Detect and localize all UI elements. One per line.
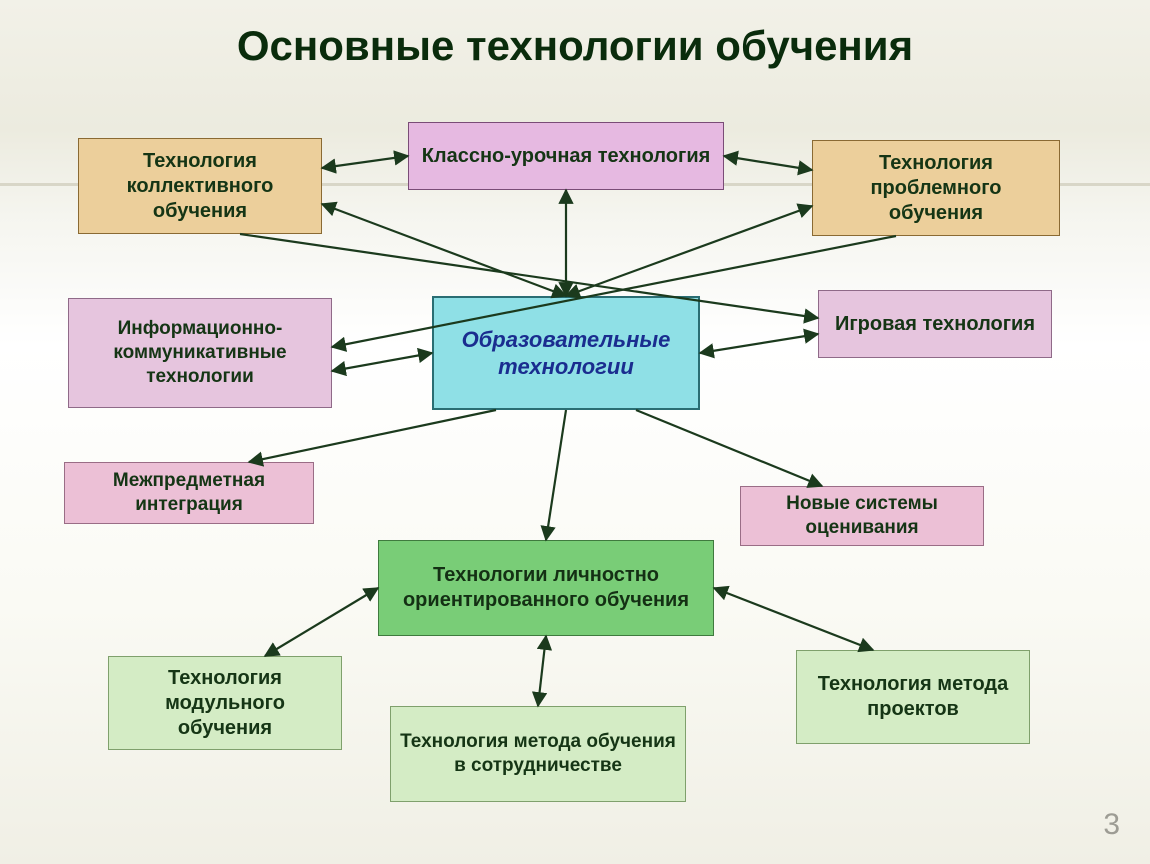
node-gb: Технология метода обучения в сотрудничес… [390, 706, 686, 802]
node-tr: Технология проблемного обучения [812, 140, 1060, 236]
node-center: Образовательные технологии [432, 296, 700, 410]
page-title: Основные технологии обучения [0, 22, 1150, 70]
edge-center-tr [566, 206, 812, 296]
edge-green_center-gl [265, 588, 378, 656]
edge-center-tl [322, 204, 566, 296]
edge-center-br [636, 410, 822, 486]
node-mr: Игровая технология [818, 290, 1052, 358]
edge-top-tr [724, 156, 812, 170]
node-green_center: Технологии личностно ориентированного об… [378, 540, 714, 636]
edge-top-tl [322, 156, 408, 168]
edge-green_center-gb [538, 636, 546, 706]
edge-green_center-gr [714, 588, 873, 650]
node-bl: Межпредметная интеграция [64, 462, 314, 524]
edge-center-mr [700, 334, 818, 353]
edge-center-ml [332, 353, 432, 371]
edge-center-green_center [546, 410, 566, 540]
node-gr: Технология метода проектов [796, 650, 1030, 744]
node-top: Классно-урочная технология [408, 122, 724, 190]
node-ml: Информационно-коммуникативные технологии [68, 298, 332, 408]
node-tl: Технология коллективного обучения [78, 138, 322, 234]
node-gl: Технология модульного обучения [108, 656, 342, 750]
edge-center-bl [249, 410, 496, 462]
page-number: 3 [1103, 808, 1120, 842]
node-br: Новые системы оценивания [740, 486, 984, 546]
